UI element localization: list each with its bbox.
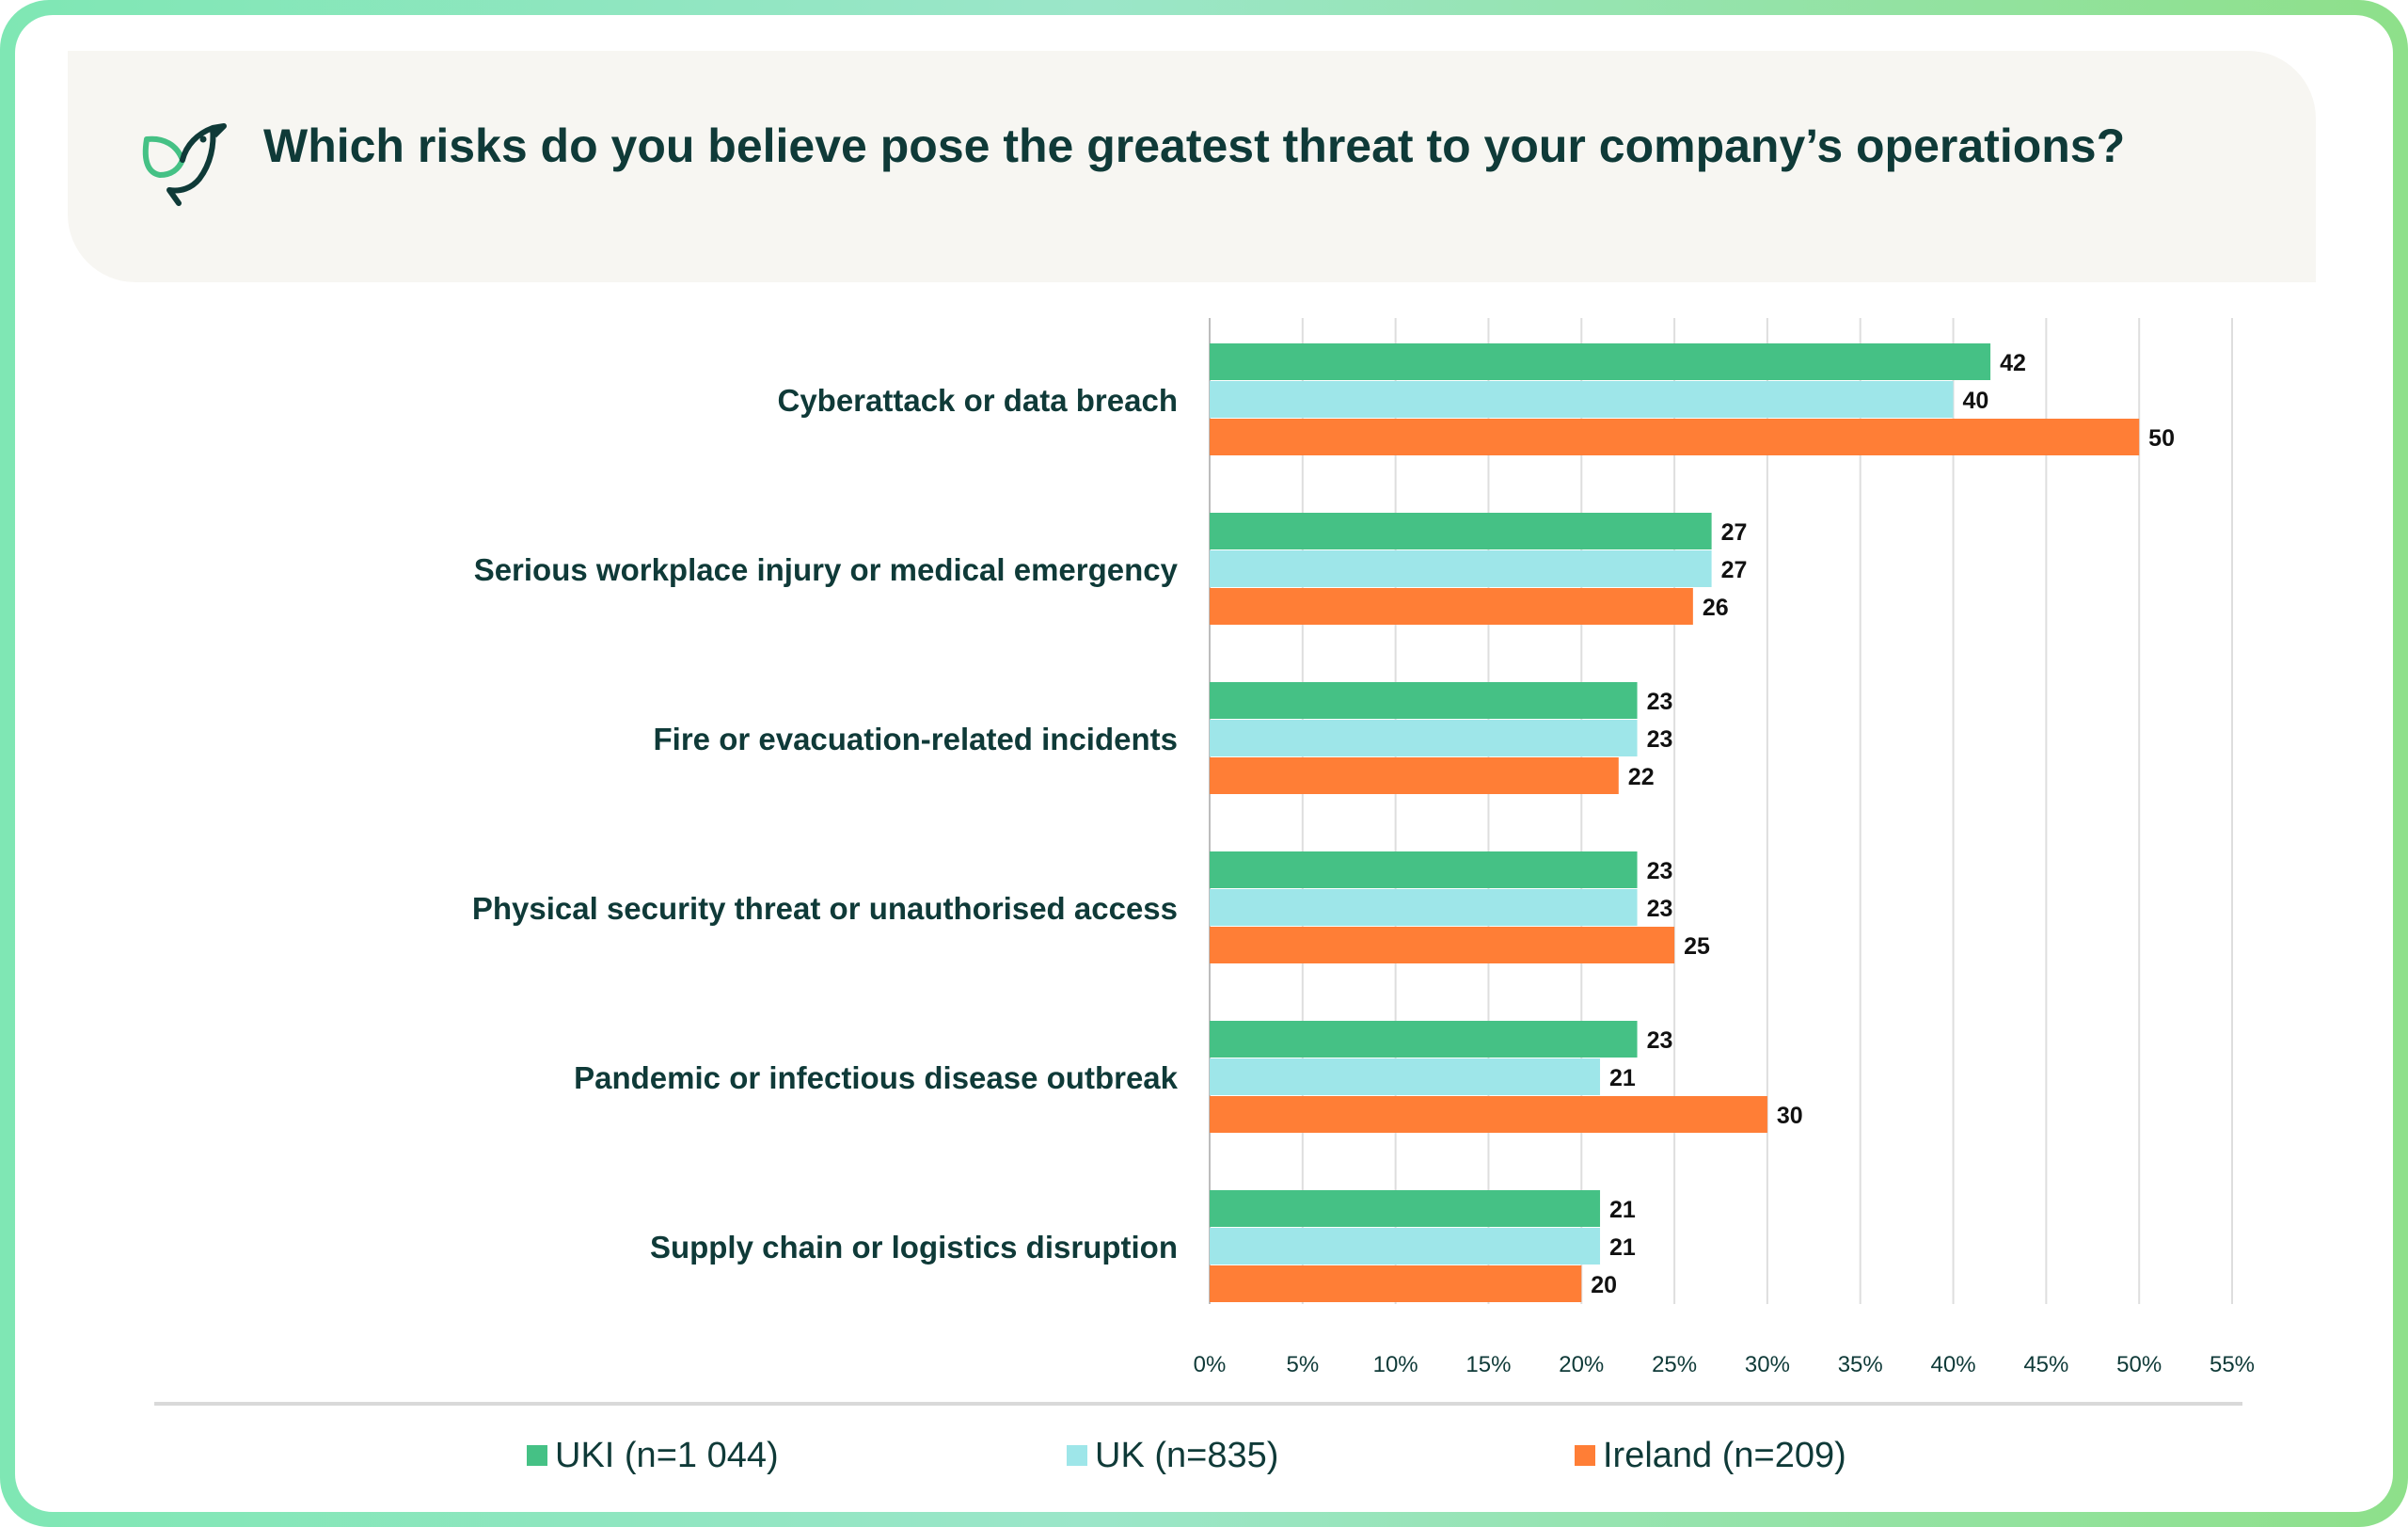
x-tick-label: 20% (1559, 1352, 1604, 1377)
data-label: 23 (1647, 858, 1673, 884)
x-tick-label: 30% (1745, 1352, 1790, 1377)
bar (1210, 851, 1638, 888)
category-label: Fire or evacuation-related incidents (654, 722, 1179, 756)
category-label: Physical security threat or unauthorised… (472, 891, 1178, 926)
data-label: 21 (1609, 1197, 1636, 1223)
legend-item-uk: UK (n=835) (1067, 1432, 1278, 1479)
bar (1210, 381, 1954, 418)
header-panel (68, 51, 2316, 282)
bar (1210, 720, 1638, 756)
x-tick-label: 40% (1931, 1352, 1976, 1377)
legend-item-ireland: Ireland (n=209) (1575, 1432, 1846, 1479)
legend-label-uk: UK (n=835) (1095, 1435, 1279, 1475)
x-tick-label: 45% (2023, 1352, 2068, 1377)
x-tick-label: 10% (1373, 1352, 1418, 1377)
legend-label-ireland: Ireland (n=209) (1603, 1435, 1846, 1475)
bar (1210, 682, 1638, 719)
data-label: 27 (1721, 519, 1748, 546)
data-label: 23 (1647, 726, 1673, 753)
data-label: 23 (1647, 896, 1673, 922)
bar (1210, 419, 2140, 455)
bar (1210, 889, 1638, 926)
bar (1210, 927, 1675, 963)
data-label: 40 (1963, 388, 1989, 414)
x-tick-label: 50% (2116, 1352, 2162, 1377)
legend-item-uki: UKI (n=1 044) (527, 1432, 779, 1479)
category-label: Serious workplace injury or medical emer… (474, 552, 1179, 587)
x-tick-label: 0% (1194, 1352, 1227, 1377)
bar (1210, 550, 1712, 587)
category-label: Pandemic or infectious disease outbreak (574, 1060, 1179, 1095)
data-label: 21 (1609, 1234, 1636, 1261)
legend-divider (154, 1402, 2242, 1406)
bar (1210, 1265, 1582, 1302)
data-label: 50 (2148, 425, 2175, 452)
data-label: 20 (1591, 1272, 1617, 1298)
bar (1210, 1058, 1601, 1095)
bar (1210, 1021, 1638, 1058)
data-label: 26 (1703, 595, 1729, 621)
data-label: 42 (2000, 350, 2026, 376)
x-tick-label: 35% (1838, 1352, 1883, 1377)
x-tick-label: 15% (1465, 1352, 1511, 1377)
data-label: 25 (1684, 933, 1710, 960)
x-tick-label: 55% (2210, 1352, 2255, 1377)
data-label: 27 (1721, 557, 1748, 583)
x-tick-label: 5% (1286, 1352, 1319, 1377)
data-label: 21 (1609, 1065, 1636, 1091)
legend-swatch-uk (1067, 1445, 1087, 1466)
category-label: Cyberattack or data breach (777, 383, 1178, 418)
category-label: Supply chain or logistics disruption (650, 1230, 1178, 1265)
data-label: 23 (1647, 1027, 1673, 1054)
bar (1210, 343, 1991, 380)
chart-title: Which risks do you believe pose the grea… (263, 119, 2126, 172)
bar (1210, 1228, 1601, 1265)
bar (1210, 513, 1712, 549)
bar (1210, 757, 1619, 794)
bar (1210, 1190, 1601, 1227)
bird-logo-icon (142, 123, 227, 206)
bar (1210, 588, 1693, 625)
data-label: 22 (1628, 764, 1655, 790)
legend-swatch-uki (527, 1445, 547, 1466)
bar (1210, 1096, 1767, 1133)
legend-label-uki: UKI (n=1 044) (555, 1435, 779, 1475)
x-tick-label: 25% (1652, 1352, 1697, 1377)
data-label: 30 (1777, 1103, 1803, 1129)
data-label: 23 (1647, 689, 1673, 715)
legend-swatch-ireland (1575, 1445, 1595, 1466)
